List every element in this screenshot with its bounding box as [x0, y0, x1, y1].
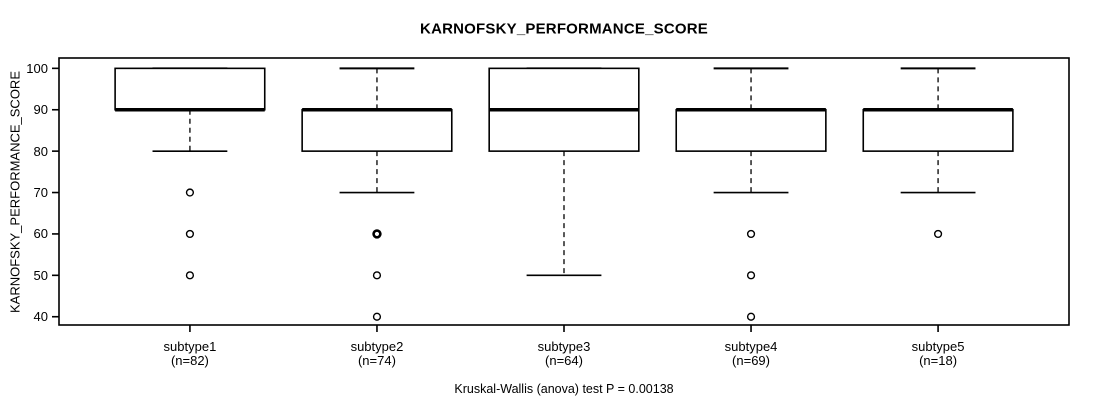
- outlier-point-subtype2: [372, 312, 382, 321]
- outlier-point-subtype4: [746, 229, 756, 239]
- x-group-label-subtype2: subtype2 (n=74): [287, 340, 467, 367]
- chart-title: KARNOFSKY_PERFORMANCE_SCORE: [420, 20, 708, 38]
- x-group-name: subtype2: [350, 339, 404, 354]
- x-group-count: (n=18): [919, 352, 958, 368]
- outlier-point-subtype4: [746, 271, 756, 280]
- x-group-label-subtype4: subtype4 (n=69): [661, 340, 841, 367]
- x-group-count: (n=64): [545, 352, 583, 368]
- outlier-point-bold-subtype2: [372, 229, 382, 239]
- box-subtype5: [862, 108, 1014, 152]
- y-tick-label: 40: [33, 309, 48, 325]
- y-tick-label: 50: [33, 267, 48, 283]
- outlier-point-subtype2: [372, 271, 382, 280]
- x-group-label-subtype5: subtype5 (n=18): [848, 340, 1028, 367]
- x-group-name: subtype3: [537, 339, 591, 354]
- y-tick-label: 60: [33, 226, 48, 242]
- outlier-point-subtype4: [746, 312, 756, 321]
- y-tick-label: 100: [26, 60, 48, 76]
- box-subtype4: [675, 108, 827, 152]
- outlier-point-subtype1: [185, 229, 195, 239]
- outlier-point-subtype1: [185, 271, 195, 280]
- x-group-count: (n=82): [170, 352, 209, 368]
- y-tick-label: 70: [33, 185, 48, 201]
- stat-test-caption: Kruskal-Wallis (anova) test P = 0.00138: [454, 382, 674, 396]
- x-group-count: (n=69): [732, 352, 770, 368]
- y-tick-label: 80: [33, 143, 48, 159]
- y-tick-label: 90: [33, 102, 48, 118]
- box-subtype2: [301, 108, 453, 152]
- outlier-point-subtype1: [185, 188, 195, 197]
- x-group-name: subtype5: [911, 339, 965, 354]
- outlier-point-subtype5: [933, 229, 943, 239]
- x-group-label-subtype1: subtype1 (n=82): [100, 340, 280, 367]
- x-group-name: subtype4: [724, 339, 778, 354]
- x-group-count: (n=74): [357, 352, 396, 368]
- box-subtype1: [114, 67, 266, 111]
- x-group-label-subtype3: subtype3 (n=64): [474, 340, 654, 367]
- x-group-name: subtype1: [163, 339, 217, 354]
